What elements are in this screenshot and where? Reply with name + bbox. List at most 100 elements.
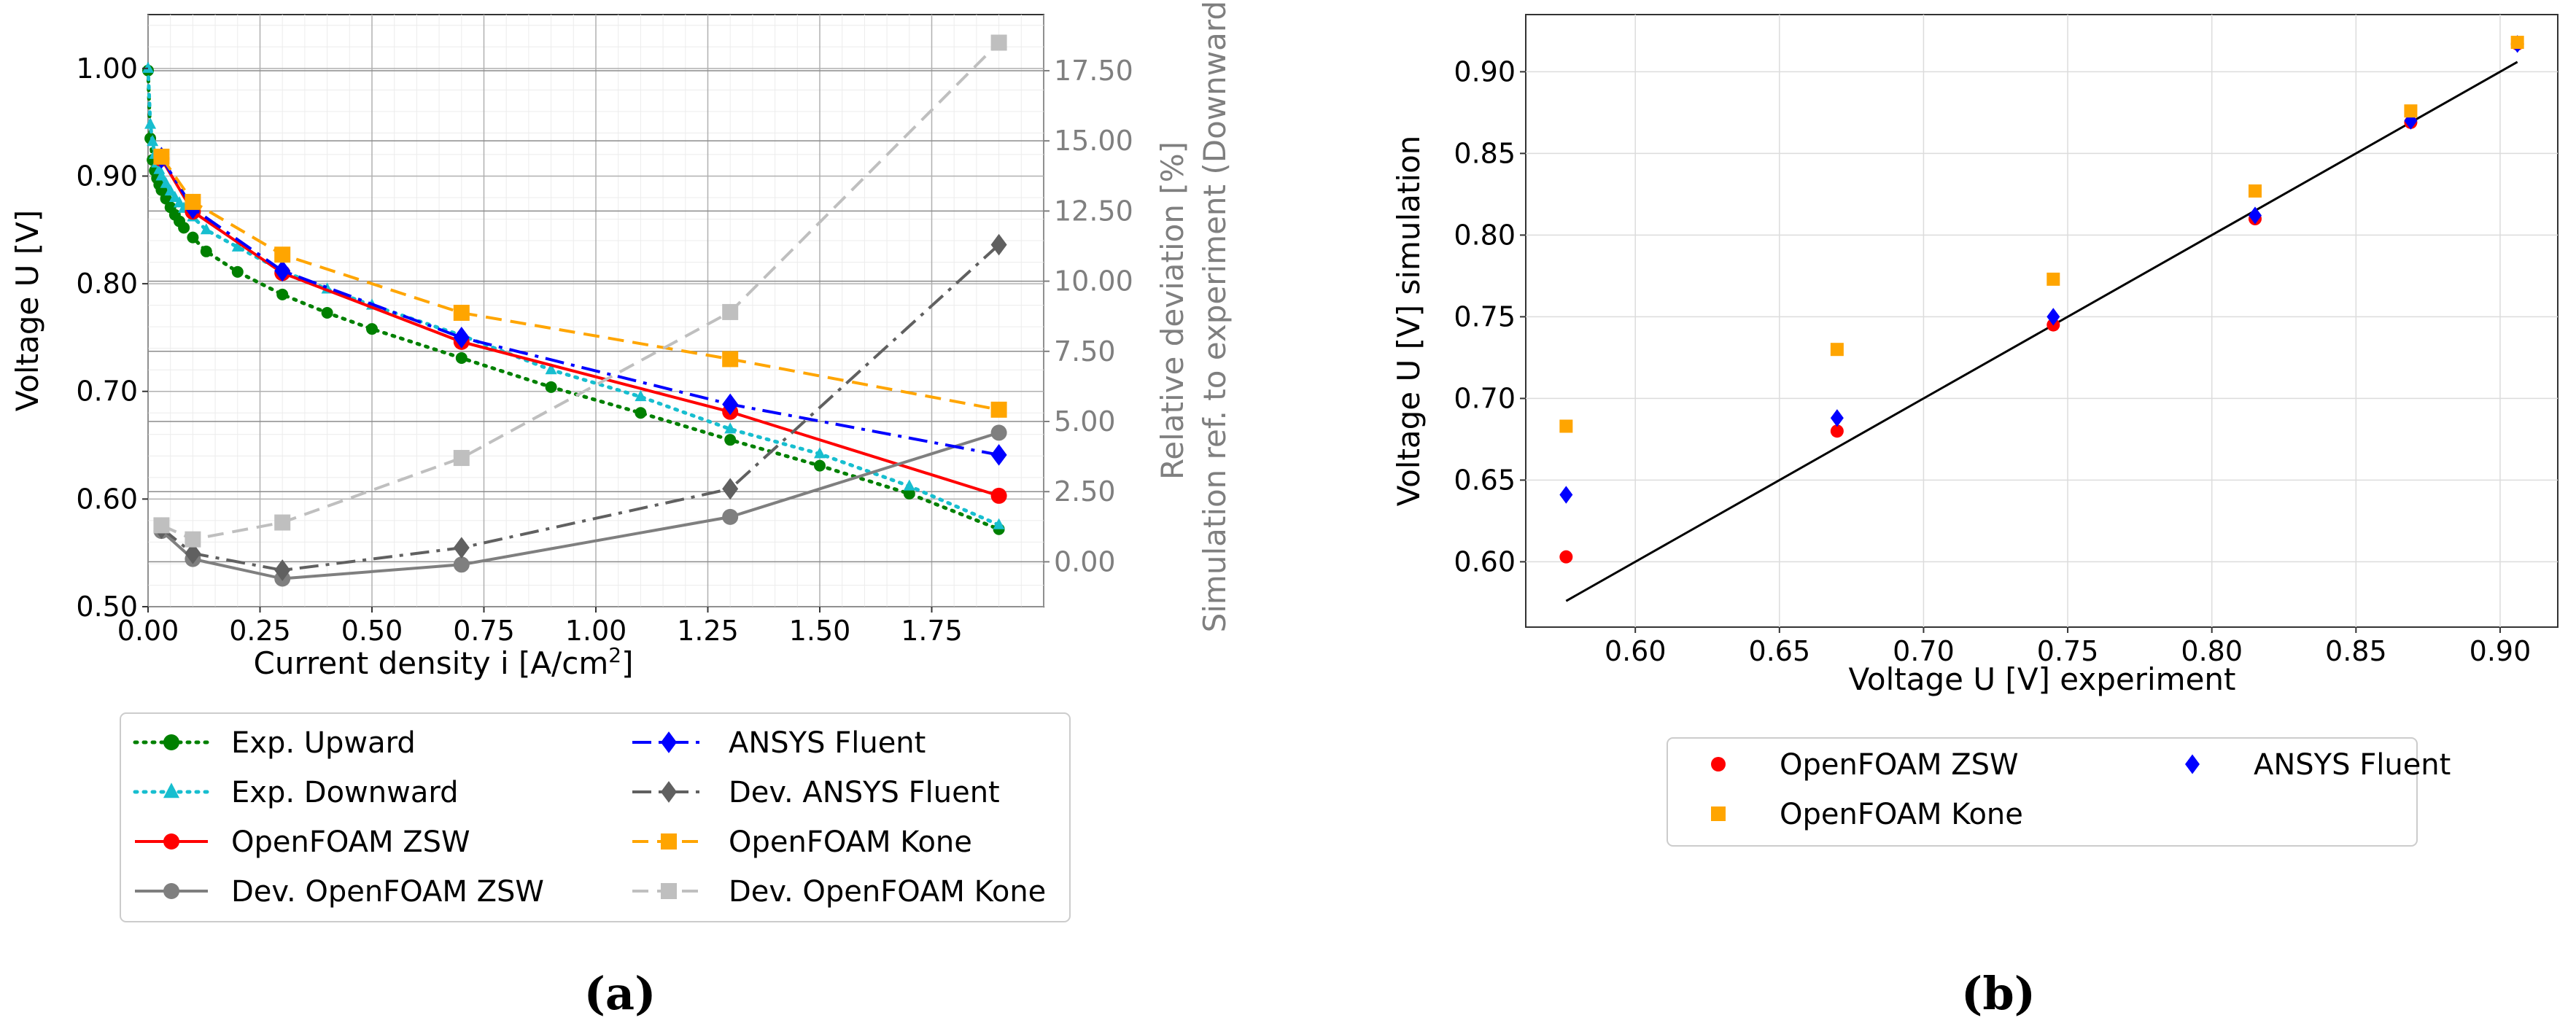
chart-a-point-openfoam-kone	[453, 304, 470, 321]
chart-a-point-exp-upward	[724, 434, 737, 446]
chart-a-point-exp-upward	[200, 245, 212, 257]
chart-a-point-openfoam-kone	[153, 148, 170, 165]
chart-a-legend-marker-dev-ansys-fluent	[661, 781, 677, 803]
chart-b-point-ansys-fluent	[2248, 206, 2262, 225]
chart-a-legend-label-dev-ansys-fluent: Dev. ANSYS Fluent	[729, 776, 1000, 809]
chart-a-y-tick-label: 0.90	[76, 160, 138, 192]
chart-a-point-exp-upward	[635, 407, 647, 419]
chart-a-y2-tick-label: 2.50	[1054, 475, 1116, 508]
chart-a-point-dev-ansys-fluent	[185, 543, 201, 564]
chart-a-x-tick-label: 1.25	[677, 615, 739, 647]
chart-b-point-openfoam-kone	[2510, 36, 2524, 50]
chart-b-x-tick-label: 0.85	[2325, 635, 2387, 667]
chart-b-x-tick-label: 0.90	[2470, 635, 2532, 667]
chart-b-point-openfoam-zsw	[1559, 550, 1573, 564]
chart-a-point-exp-downward	[155, 169, 168, 181]
chart-a-point-dev-openfoam-zsw	[990, 424, 1007, 441]
chart-b-point-openfoam-kone	[2047, 272, 2060, 286]
chart-a-point-exp-upward	[903, 487, 915, 499]
chart-a-point-exp-upward	[178, 222, 190, 234]
chart-a-legend-marker-ansys-fluent	[661, 731, 677, 753]
chart-a-point-dev-ansys-fluent	[722, 478, 739, 500]
chart-b-legend-label-openfoam-zsw: OpenFOAM ZSW	[1780, 748, 2019, 782]
chart-a-y2-axis-label-line1: Relative deviation [%]	[1155, 141, 1190, 480]
chart-a-point-exp-upward	[321, 306, 333, 319]
chart-b-x-tick-label: 0.60	[1605, 635, 1667, 667]
chart-a-y2-tick-label: 12.50	[1054, 195, 1133, 227]
chart-a-point-exp-upward	[187, 231, 199, 244]
chart-a-point-ansys-fluent	[274, 260, 291, 282]
chart-a-point-dev-ansys-fluent	[990, 233, 1007, 256]
chart-a-x-tick-label: 0.75	[453, 615, 515, 647]
chart-b-series	[1559, 35, 2524, 602]
chart-b-y-tick-label: 0.80	[1454, 219, 1516, 251]
chart-b-y-axis-label: Voltage U [V] simulation	[1391, 136, 1427, 507]
chart-a-legend	[120, 712, 1071, 922]
chart-b-point-openfoam-kone	[1559, 419, 1573, 433]
chart-a-legend-marker-exp-downward	[163, 782, 179, 798]
chart-b-x-tick-label: 0.70	[1893, 635, 1955, 667]
chart-a-point-dev-openfoam-kone	[453, 450, 470, 467]
chart-a-point-ansys-fluent	[990, 443, 1007, 466]
chart-a-point-exp-downward	[903, 479, 915, 491]
chart-b-point-openfoam-zsw	[1830, 424, 1844, 438]
chart-a-legend-marker-openfoam-zsw	[163, 833, 179, 850]
chart-a-line-dev-ansys-fluent	[160, 244, 1000, 572]
chart-a-point-exp-upward	[455, 351, 468, 364]
chart-b: 0.60 0.65 0.70 0.75 0.80 0.85 0.90 0.60 0.65 0.70…	[1391, 14, 2558, 847]
chart-b-y-tick-label: 0.60	[1454, 545, 1516, 578]
chart-b-point-openfoam-kone	[2404, 104, 2418, 118]
chart-a-point-openfoam-kone	[185, 193, 201, 210]
chart-a-point-exp-downward	[231, 240, 244, 252]
chart-b-legend	[1667, 737, 2418, 847]
chart-b-ticks: 0.60 0.65 0.70 0.75 0.80 0.85 0.90 0.60 0.65 0.70…	[1454, 55, 2531, 667]
chart-a-point-exp-downward	[168, 190, 181, 202]
chart-a-legend-label-dev-openfoam-zsw: Dev. OpenFOAM ZSW	[231, 875, 544, 909]
chart-a-ticks: 0.00 0.25 0.50 0.75 1.00 1.25 1.50 1.75 0.50 0.60…	[76, 53, 1133, 647]
chart-a-point-exp-downward	[147, 135, 159, 147]
chart-b-grid	[1526, 15, 2558, 627]
chart-a-point-ansys-fluent	[453, 327, 470, 349]
chart-b-y-tick-label: 0.90	[1454, 55, 1516, 88]
chart-a-legend-label-exp-downward: Exp. Downward	[231, 776, 458, 809]
chart-a-point-exp-downward	[164, 184, 176, 196]
chart-a-legend-entries: Exp. Upward ANSYS Fluent Exp. Downward Dev.…	[133, 726, 1046, 909]
chart-b-point-ansys-fluent	[2404, 112, 2418, 130]
chart-a-point-openfoam-zsw	[990, 487, 1007, 504]
chart-a-point-openfoam-kone	[274, 246, 291, 263]
chart-a-point-exp-downward	[814, 447, 826, 459]
chart-a-point-exp-upward	[231, 265, 244, 278]
chart-a-legend-label-openfoam-zsw: OpenFOAM ZSW	[231, 825, 470, 859]
chart-a-legend-label-openfoam-kone: OpenFOAM Kone	[729, 825, 972, 859]
chart-a-point-exp-downward	[635, 389, 647, 402]
chart-a-line-openfoam-kone	[160, 155, 999, 411]
chart-a-y-tick-label: 0.80	[76, 268, 138, 300]
chart-a-series	[142, 34, 1007, 587]
chart-b-y-tick-label: 0.75	[1454, 300, 1516, 333]
chart-a: 0.00 0.25 0.50 0.75 1.00 1.25 1.50 1.75 0.50 0.60…	[9, 0, 1233, 922]
chart-a-point-dev-openfoam-kone	[153, 517, 170, 534]
chart-b-plot-area	[1525, 14, 2558, 628]
chart-a-x-axis-label: Current density i [A/cm2]	[254, 643, 634, 681]
chart-a-x-tick-label: 0.00	[117, 615, 179, 647]
chart-a-y-axis-label: Voltage U [V]	[9, 210, 45, 412]
chart-a-point-exp-upward	[814, 459, 826, 472]
chart-b-x-tick-label: 0.75	[2037, 635, 2099, 667]
chart-b-point-openfoam-kone	[2248, 184, 2262, 198]
chart-a-y2-tick-label: 17.50	[1054, 55, 1133, 87]
chart-b-point-ansys-fluent	[1559, 486, 1573, 504]
chart-a-y2-tick-label: 5.00	[1054, 405, 1116, 438]
chart-a-y2-axis-label-line2: Simulation ref. to experiment (Downward)	[1197, 0, 1233, 632]
chart-b-y-tick-label: 0.70	[1454, 382, 1516, 414]
chart-a-legend-marker-dev-openfoam-kone	[661, 883, 677, 899]
chart-a-major-grid	[147, 15, 1044, 607]
chart-a-point-exp-downward	[160, 176, 172, 188]
chart-a-point-exp-downward	[142, 61, 154, 73]
chart-a-x-tick-label: 0.50	[341, 615, 403, 647]
chart-b-x-tick-label: 0.80	[2181, 635, 2243, 667]
chart-a-point-ansys-fluent	[722, 393, 739, 416]
chart-a-y-tick-label: 0.50	[76, 591, 138, 623]
chart-a-point-openfoam-kone	[990, 401, 1007, 418]
chart-a-point-dev-openfoam-kone	[990, 34, 1007, 51]
